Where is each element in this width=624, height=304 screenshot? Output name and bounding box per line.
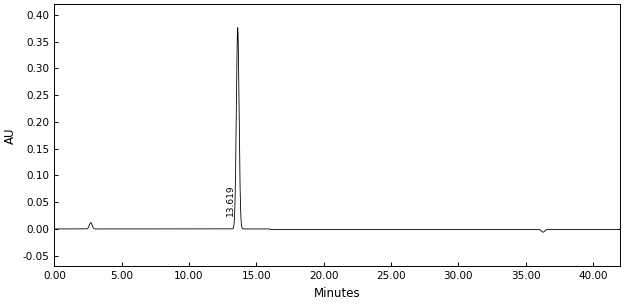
Y-axis label: AU: AU: [4, 127, 17, 143]
Text: 13.619: 13.619: [226, 184, 235, 216]
X-axis label: Minutes: Minutes: [314, 287, 361, 300]
